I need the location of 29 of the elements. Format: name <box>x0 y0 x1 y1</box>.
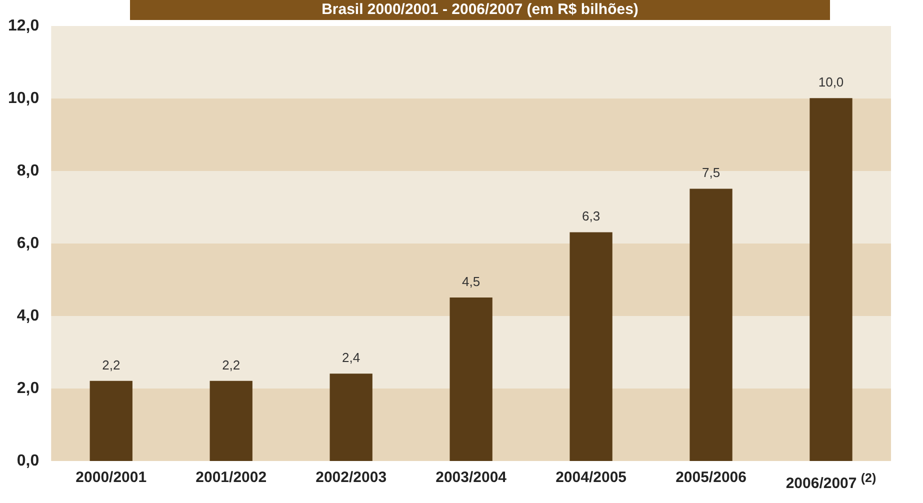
bar <box>450 298 492 461</box>
title-banner: Brasil 2000/2001 - 2006/2007 (em R$ bilhões) <box>130 0 830 20</box>
y-tick-label: 4,0 <box>16 307 40 324</box>
x-tick-label: 2004/2005 <box>556 469 626 487</box>
data-label: 4,5 <box>462 274 480 289</box>
data-label: 2,2 <box>102 357 120 372</box>
bar <box>690 188 732 461</box>
bar <box>90 380 132 461</box>
data-label: 10,0 <box>818 74 844 90</box>
y-tick-label: 10,0 <box>8 90 40 107</box>
data-label: 7,5 <box>702 165 720 180</box>
x-tick-label: 2005/2006 <box>676 469 746 487</box>
y-tick-label: 6,0 <box>16 234 40 252</box>
y-tick-label: 8,0 <box>16 162 40 180</box>
y-tick-label: 0,0 <box>16 452 40 470</box>
x-tick-label: 2000/2001 <box>76 469 147 487</box>
data-label: 6,3 <box>582 208 600 224</box>
x-tick-label: 2001/2002 <box>196 469 267 487</box>
y-tick-label: 2,0 <box>16 380 40 397</box>
bar <box>330 374 372 461</box>
x-tick-label: 2006/2007 $^{(2)}$ <box>786 470 876 493</box>
data-label: 2,2 <box>222 357 240 372</box>
data-label: 2,4 <box>342 350 360 366</box>
x-tick-label: 2003/2004 <box>436 469 507 487</box>
bar <box>570 232 612 461</box>
y-tick-label: 12,0 <box>8 17 40 34</box>
bar <box>210 380 252 461</box>
x-tick-label: 2002/2003 <box>316 469 387 487</box>
bar <box>810 98 852 461</box>
